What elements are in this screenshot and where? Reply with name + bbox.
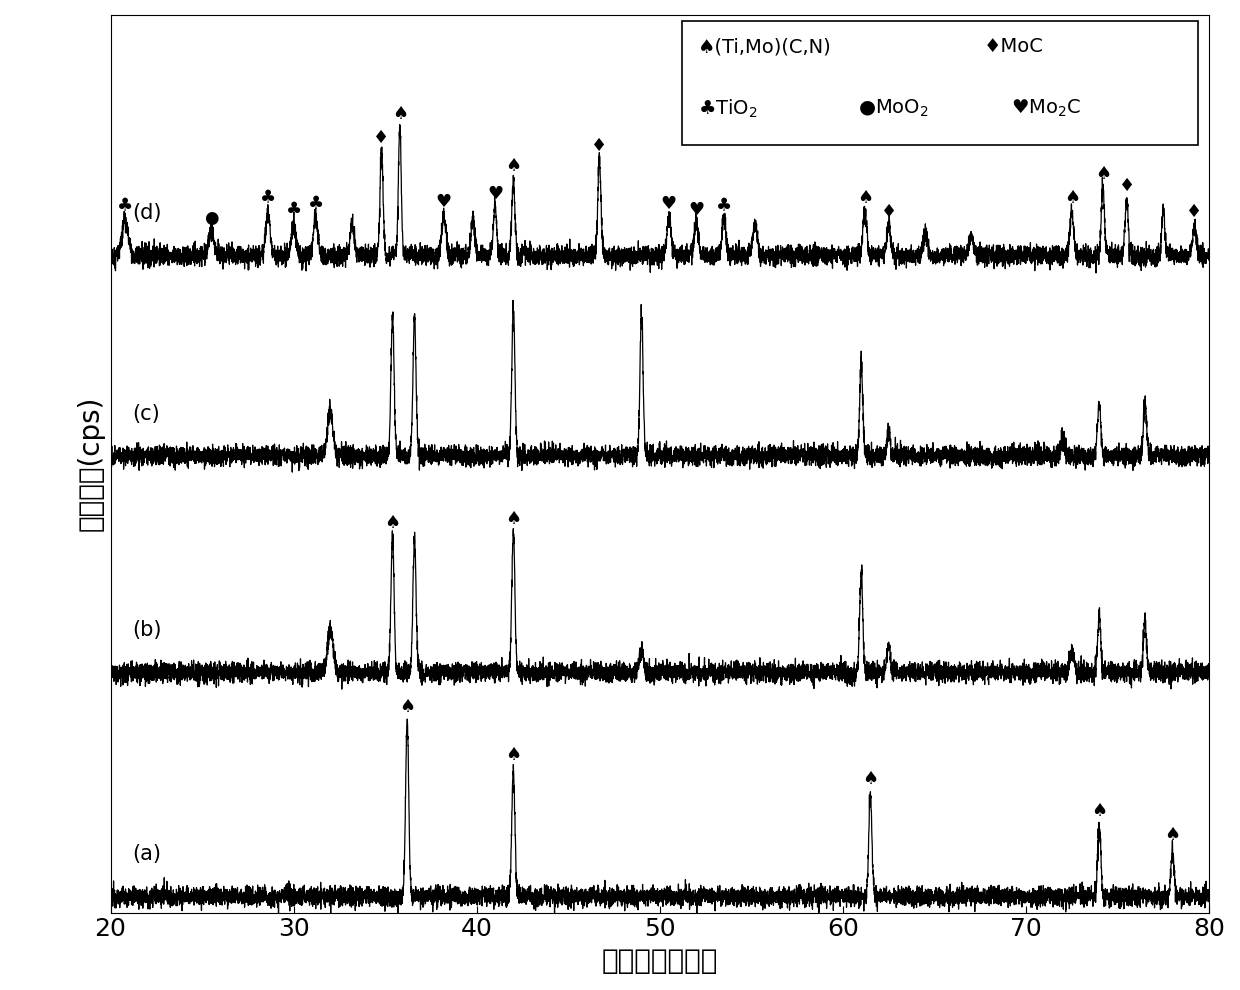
Text: ♥: ♥ bbox=[435, 193, 451, 211]
Text: ♠: ♠ bbox=[862, 770, 878, 788]
Text: ♣: ♣ bbox=[285, 201, 301, 220]
Text: ♦: ♦ bbox=[1187, 203, 1203, 221]
Y-axis label: 衍射强度(cps): 衍射强度(cps) bbox=[77, 396, 105, 532]
Text: (a): (a) bbox=[133, 844, 161, 864]
Text: ♣: ♣ bbox=[715, 197, 732, 216]
Text: ♥: ♥ bbox=[487, 185, 503, 203]
X-axis label: 衍射角度（度）: 衍射角度（度） bbox=[601, 947, 718, 975]
Text: ♦MoC: ♦MoC bbox=[983, 38, 1044, 56]
Text: ♦: ♦ bbox=[1118, 177, 1135, 195]
Text: ♣TiO$_2$: ♣TiO$_2$ bbox=[698, 98, 758, 120]
Text: ♠: ♠ bbox=[399, 698, 415, 716]
Text: ♠: ♠ bbox=[384, 514, 401, 532]
Text: ♦: ♦ bbox=[591, 138, 608, 155]
Text: ♦: ♦ bbox=[880, 203, 897, 221]
Text: ●MoO$_2$: ●MoO$_2$ bbox=[858, 98, 928, 119]
Text: ♠: ♠ bbox=[1164, 827, 1180, 844]
Text: ♥: ♥ bbox=[661, 195, 677, 213]
Text: ♣: ♣ bbox=[117, 197, 133, 216]
Text: ●: ● bbox=[205, 209, 218, 228]
Text: ♥: ♥ bbox=[688, 201, 704, 220]
Text: ♠: ♠ bbox=[505, 510, 521, 528]
Text: ♠: ♠ bbox=[505, 157, 521, 175]
Text: ♦: ♦ bbox=[373, 130, 389, 148]
Text: (b): (b) bbox=[133, 620, 162, 641]
Text: ♠(Ti,Mo)(C,N): ♠(Ti,Mo)(C,N) bbox=[698, 38, 832, 56]
Text: ♠: ♠ bbox=[1091, 803, 1107, 821]
Text: ♠: ♠ bbox=[857, 189, 873, 207]
Text: ♠: ♠ bbox=[1064, 189, 1080, 207]
Text: ♠: ♠ bbox=[392, 105, 408, 123]
Text: ♣: ♣ bbox=[260, 189, 277, 207]
Text: ♠: ♠ bbox=[1095, 165, 1111, 183]
Text: ♠: ♠ bbox=[505, 746, 521, 764]
Text: (d): (d) bbox=[133, 203, 162, 224]
Text: ♥Mo$_2$C: ♥Mo$_2$C bbox=[1012, 98, 1081, 119]
Text: (c): (c) bbox=[133, 404, 160, 424]
Text: ♣: ♣ bbox=[308, 195, 324, 213]
